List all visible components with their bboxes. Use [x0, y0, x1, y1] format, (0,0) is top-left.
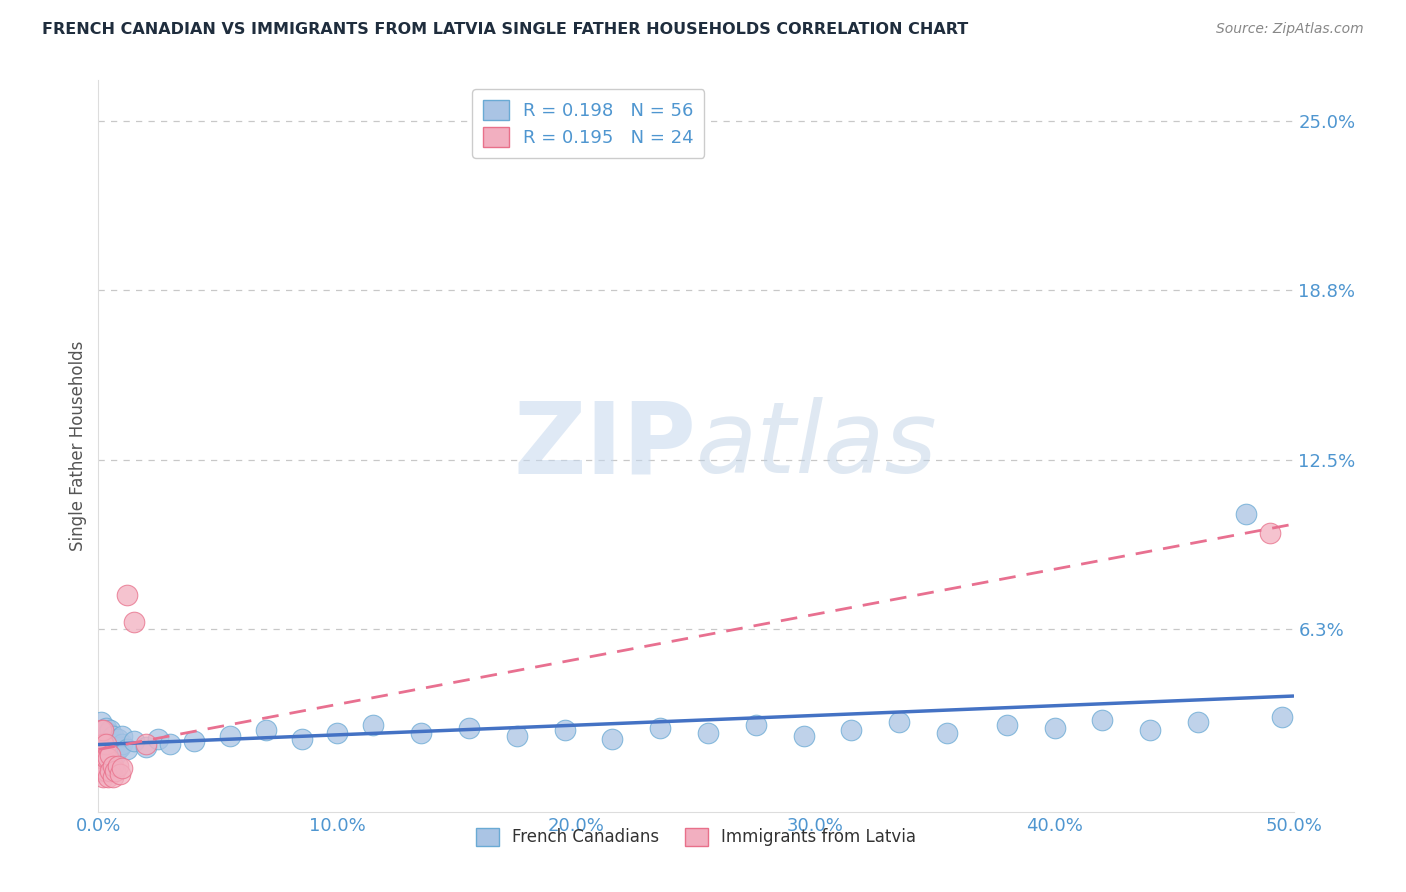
Point	[90, 764, 112, 778]
Point	[108, 766, 131, 780]
Point	[98, 731, 122, 746]
Legend: French Canadians, Immigrants from Latvia: French Canadians, Immigrants from Latvia	[467, 819, 925, 855]
Point	[602, 731, 624, 746]
Text: atlas: atlas	[696, 398, 938, 494]
Point	[90, 731, 112, 746]
Point	[1258, 525, 1281, 540]
Point	[124, 734, 146, 748]
Point	[458, 721, 481, 735]
Point	[91, 737, 114, 751]
Point	[94, 737, 117, 751]
Point	[135, 739, 157, 754]
Point	[104, 737, 127, 751]
Point	[94, 750, 117, 764]
Point	[91, 723, 114, 738]
Point	[648, 721, 672, 735]
Point	[148, 731, 170, 746]
Point	[91, 723, 114, 738]
Point	[94, 729, 117, 743]
Point	[94, 750, 117, 764]
Point	[697, 726, 720, 740]
Point	[115, 588, 138, 602]
Point	[90, 715, 112, 730]
Point	[995, 718, 1018, 732]
Point	[111, 761, 134, 775]
Point	[554, 723, 576, 738]
Point	[101, 729, 124, 743]
Point	[135, 737, 157, 751]
Point	[111, 729, 134, 743]
Point	[91, 770, 114, 784]
Point	[91, 737, 114, 751]
Point	[98, 747, 122, 762]
Point	[91, 750, 114, 764]
Point	[124, 615, 146, 629]
Text: ZIP: ZIP	[513, 398, 696, 494]
Point	[98, 723, 122, 738]
Point	[107, 742, 129, 756]
Point	[111, 737, 134, 751]
Point	[254, 723, 277, 738]
Point	[101, 758, 124, 772]
Point	[115, 742, 138, 756]
Point	[104, 747, 127, 762]
Point	[98, 739, 122, 754]
Point	[1091, 713, 1114, 727]
Y-axis label: Single Father Households: Single Father Households	[69, 341, 87, 551]
Point	[97, 734, 120, 748]
Point	[1271, 710, 1294, 724]
Point	[101, 737, 124, 751]
Point	[107, 758, 129, 772]
Point	[363, 718, 385, 732]
Point	[90, 723, 112, 738]
Point	[101, 745, 124, 759]
Point	[506, 729, 529, 743]
Point	[219, 729, 242, 743]
Point	[183, 734, 205, 748]
Point	[1139, 723, 1161, 738]
Point	[97, 742, 120, 756]
Point	[411, 726, 433, 740]
Point	[745, 718, 768, 732]
Point	[841, 723, 863, 738]
Text: FRENCH CANADIAN VS IMMIGRANTS FROM LATVIA SINGLE FATHER HOUSEHOLDS CORRELATION C: FRENCH CANADIAN VS IMMIGRANTS FROM LATVI…	[42, 22, 969, 37]
Point	[793, 729, 815, 743]
Point	[107, 731, 129, 746]
Point	[936, 726, 959, 740]
Point	[889, 715, 911, 730]
Point	[291, 731, 314, 746]
Point	[94, 721, 117, 735]
Point	[97, 726, 120, 740]
Point	[94, 764, 117, 778]
Point	[1043, 721, 1066, 735]
Point	[98, 747, 122, 762]
Point	[326, 726, 349, 740]
Point	[91, 742, 114, 756]
Point	[159, 737, 181, 751]
Point	[108, 739, 131, 754]
Point	[98, 764, 122, 778]
Point	[90, 742, 112, 756]
Point	[94, 737, 117, 751]
Point	[97, 750, 120, 764]
Point	[101, 770, 124, 784]
Point	[104, 764, 127, 778]
Point	[97, 770, 120, 784]
Text: Source: ZipAtlas.com: Source: ZipAtlas.com	[1216, 22, 1364, 37]
Point	[1234, 507, 1257, 521]
Point	[1187, 715, 1209, 730]
